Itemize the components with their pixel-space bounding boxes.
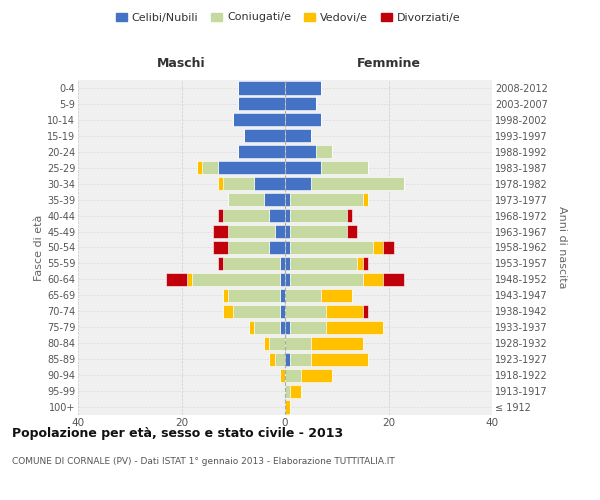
Bar <box>311 352 368 366</box>
Bar <box>269 241 285 254</box>
Bar <box>311 177 404 190</box>
Bar <box>321 161 368 174</box>
Y-axis label: Anni di nascita: Anni di nascita <box>557 206 567 288</box>
Bar <box>373 241 383 254</box>
Bar <box>212 241 228 254</box>
Bar <box>238 82 285 94</box>
Bar <box>285 336 311 350</box>
Bar <box>244 130 285 142</box>
Bar <box>285 82 321 94</box>
Bar <box>166 273 187 286</box>
Bar <box>233 305 280 318</box>
Bar <box>285 145 316 158</box>
Bar <box>326 305 362 318</box>
Bar <box>290 352 311 366</box>
Bar <box>265 336 269 350</box>
Bar <box>285 193 290 206</box>
Bar <box>223 257 280 270</box>
Bar <box>358 257 362 270</box>
Bar <box>285 273 290 286</box>
Bar <box>290 384 301 398</box>
Bar <box>290 225 347 238</box>
Legend: Celibi/Nubili, Coniugati/e, Vedovi/e, Divorziati/e: Celibi/Nubili, Coniugati/e, Vedovi/e, Di… <box>112 8 464 27</box>
Bar <box>285 114 321 126</box>
Bar <box>285 209 290 222</box>
Bar <box>290 257 358 270</box>
Y-axis label: Fasce di età: Fasce di età <box>34 214 44 280</box>
Text: Femmine: Femmine <box>356 57 421 70</box>
Text: Popolazione per età, sesso e stato civile - 2013: Popolazione per età, sesso e stato civil… <box>12 428 343 440</box>
Bar <box>218 161 285 174</box>
Bar <box>254 320 280 334</box>
Bar <box>238 145 285 158</box>
Bar <box>290 193 362 206</box>
Bar <box>275 225 285 238</box>
Bar <box>285 352 290 366</box>
Bar <box>280 305 285 318</box>
Bar <box>223 289 228 302</box>
Bar <box>192 273 280 286</box>
Bar <box>275 352 285 366</box>
Bar <box>321 289 352 302</box>
Bar <box>285 305 326 318</box>
Bar <box>285 384 290 398</box>
Text: Maschi: Maschi <box>157 57 206 70</box>
Bar <box>285 289 321 302</box>
Bar <box>316 145 332 158</box>
Bar <box>290 241 373 254</box>
Bar <box>197 161 202 174</box>
Bar <box>223 305 233 318</box>
Bar <box>285 320 290 334</box>
Bar <box>285 400 290 413</box>
Bar <box>301 368 332 382</box>
Bar <box>362 193 368 206</box>
Text: COMUNE DI CORNALE (PV) - Dati ISTAT 1° gennaio 2013 - Elaborazione TUTTITALIA.IT: COMUNE DI CORNALE (PV) - Dati ISTAT 1° g… <box>12 458 395 466</box>
Bar <box>238 98 285 110</box>
Bar <box>218 177 223 190</box>
Bar <box>228 225 275 238</box>
Bar <box>280 320 285 334</box>
Bar <box>187 273 192 286</box>
Bar <box>362 305 368 318</box>
Bar <box>218 209 223 222</box>
Bar <box>285 177 311 190</box>
Bar <box>269 209 285 222</box>
Bar <box>269 352 275 366</box>
Bar <box>326 320 383 334</box>
Bar <box>347 209 352 222</box>
Bar <box>228 193 265 206</box>
Bar <box>228 289 280 302</box>
Bar <box>290 209 347 222</box>
Bar <box>280 273 285 286</box>
Bar <box>362 273 383 286</box>
Bar <box>212 225 228 238</box>
Bar <box>265 193 285 206</box>
Bar <box>249 320 254 334</box>
Bar <box>285 368 301 382</box>
Bar <box>228 241 269 254</box>
Bar <box>290 320 326 334</box>
Bar <box>285 225 290 238</box>
Bar <box>290 273 362 286</box>
Bar <box>285 98 316 110</box>
Bar <box>347 225 358 238</box>
Bar <box>269 336 285 350</box>
Bar <box>285 161 321 174</box>
Bar <box>218 257 223 270</box>
Bar <box>254 177 285 190</box>
Bar <box>280 257 285 270</box>
Bar <box>223 177 254 190</box>
Bar <box>202 161 218 174</box>
Bar <box>280 368 285 382</box>
Bar <box>362 257 368 270</box>
Bar <box>285 257 290 270</box>
Bar <box>285 241 290 254</box>
Bar <box>223 209 269 222</box>
Bar <box>383 273 404 286</box>
Bar <box>383 241 394 254</box>
Bar <box>285 130 311 142</box>
Bar <box>233 114 285 126</box>
Bar <box>311 336 362 350</box>
Bar <box>280 289 285 302</box>
